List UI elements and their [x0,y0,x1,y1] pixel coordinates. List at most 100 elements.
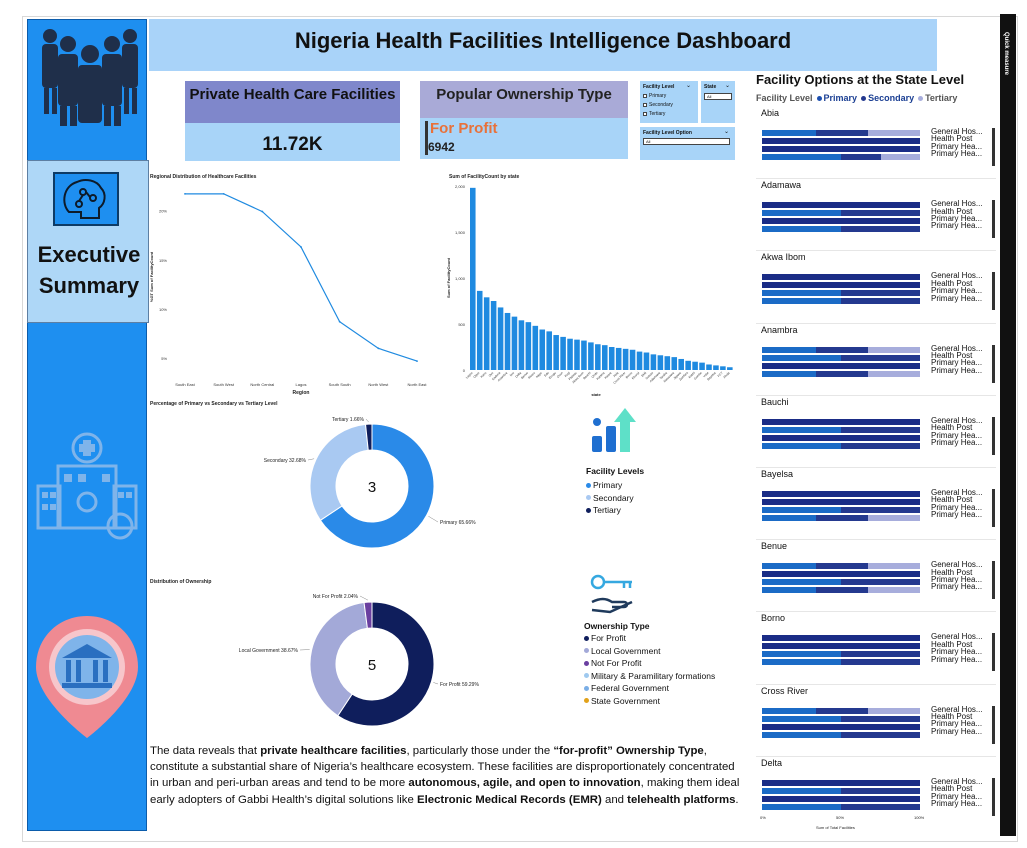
bar-segment[interactable] [762,362,920,369]
facility-level-option-slicer[interactable]: Facility Level Option ⌄ All [640,127,735,160]
panel-scrollbar[interactable] [992,200,995,239]
donut-slice-primary[interactable] [319,423,435,549]
bar-segment[interactable] [762,659,841,666]
bar-segment[interactable] [762,138,920,144]
state-bar[interactable] [546,331,552,370]
stacked-bar-row[interactable] [762,707,920,714]
stacked-bar-row[interactable] [762,731,920,738]
panel-scrollbar[interactable] [992,705,995,744]
stacked-bar-row[interactable] [762,587,920,594]
bar-segment[interactable] [762,707,816,714]
state-bar[interactable] [567,338,573,370]
bar-segment[interactable] [815,515,868,521]
state-bar[interactable] [671,357,678,370]
bar-segment[interactable] [841,579,920,586]
state-bar[interactable] [497,307,504,370]
stacked-bar-row[interactable] [762,426,920,433]
bar-segment[interactable] [841,426,920,433]
bar-segment[interactable] [841,507,920,513]
bar-segment[interactable] [762,715,841,722]
stacked-bar-row[interactable] [762,803,920,810]
bar-segment[interactable] [762,154,841,160]
bar-segment[interactable] [762,587,816,594]
line-point[interactable] [261,210,264,213]
bar-segment[interactable] [815,707,868,714]
donut-slice-secondary[interactable] [309,423,369,522]
state-bar[interactable] [664,356,671,370]
line-point[interactable] [377,347,380,350]
chevron-down-icon[interactable]: ⌄ [725,83,731,89]
panel-scrollbar[interactable] [992,344,995,383]
stacked-bar-row[interactable] [762,515,920,521]
state-bar[interactable] [657,355,664,370]
bar-segment[interactable] [762,370,816,377]
bar-segment[interactable] [867,370,920,377]
bar-segment[interactable] [762,426,841,433]
bar-segment[interactable] [762,202,920,209]
bar-segment[interactable] [762,491,920,497]
bar-segment[interactable] [762,442,841,449]
state-bar[interactable] [622,348,629,370]
bar-segment[interactable] [762,346,816,353]
bar-segment[interactable] [762,507,841,513]
bar-segment[interactable] [867,587,920,594]
donut-slice-for-profit[interactable] [337,601,435,727]
bar-segment[interactable] [815,370,868,377]
state-bar[interactable] [539,329,546,370]
stacked-bar-row[interactable] [762,346,920,353]
state-bar[interactable] [581,340,587,370]
stacked-bar-row[interactable] [762,563,920,570]
bar-segment[interactable] [762,210,841,217]
stacked-bar-row[interactable] [762,571,920,578]
stacked-bar-row[interactable] [762,442,920,449]
panel-scrollbar[interactable] [992,272,995,311]
line-point[interactable] [416,360,418,363]
line-point[interactable] [184,192,186,195]
stacked-bar-row[interactable] [762,643,920,650]
bar-segment[interactable] [815,130,868,136]
bar-segment[interactable] [841,290,920,297]
line-point[interactable] [222,192,225,195]
state-bar[interactable] [643,352,650,370]
state-bar[interactable] [650,354,657,370]
state-slicer[interactable]: State ⌄ All [701,81,735,123]
state-bar[interactable] [525,322,532,370]
bar-segment[interactable] [762,795,920,802]
state-bar[interactable] [553,335,559,370]
stacked-bar-row[interactable] [762,715,920,722]
panel-scrollbar[interactable] [992,416,995,455]
stacked-bar-row[interactable] [762,579,920,586]
state-bar[interactable] [595,344,601,370]
stacked-bar-row[interactable] [762,354,920,361]
stacked-bar-row[interactable] [762,659,920,666]
bar-segment[interactable] [815,587,868,594]
stacked-bar-row[interactable] [762,274,920,281]
stacked-bar-row[interactable] [762,795,920,802]
bar-segment[interactable] [762,643,920,650]
bar-segment[interactable] [841,226,920,233]
donut-slice-tertiary[interactable] [364,423,373,451]
stacked-bar-row[interactable] [762,723,920,730]
panel-scrollbar[interactable] [992,777,995,816]
bar-segment[interactable] [841,154,881,160]
bar-segment[interactable] [880,154,920,160]
state-bar[interactable] [685,360,691,370]
bar-segment[interactable] [867,346,920,353]
donut-slice-local-government[interactable] [309,601,368,717]
bar-segment[interactable] [762,579,841,586]
bar-segment[interactable] [762,226,841,233]
slicer-option-tertiary[interactable]: Tertiary [643,111,665,117]
state-bar[interactable] [713,365,719,370]
panel-scrollbar[interactable] [992,128,995,166]
state-bar[interactable] [720,366,726,370]
bar-segment[interactable] [762,218,920,225]
executive-summary-tile[interactable]: Executive Summary [27,160,149,323]
bar-segment[interactable] [762,354,841,361]
stacked-bar-row[interactable] [762,226,920,233]
chevron-down-icon[interactable]: ⌄ [686,83,692,89]
stacked-bar-row[interactable] [762,370,920,377]
stacked-bar-row[interactable] [762,362,920,369]
stacked-bar-row[interactable] [762,298,920,305]
stacked-bar-row[interactable] [762,138,920,144]
stacked-bar-row[interactable] [762,282,920,289]
